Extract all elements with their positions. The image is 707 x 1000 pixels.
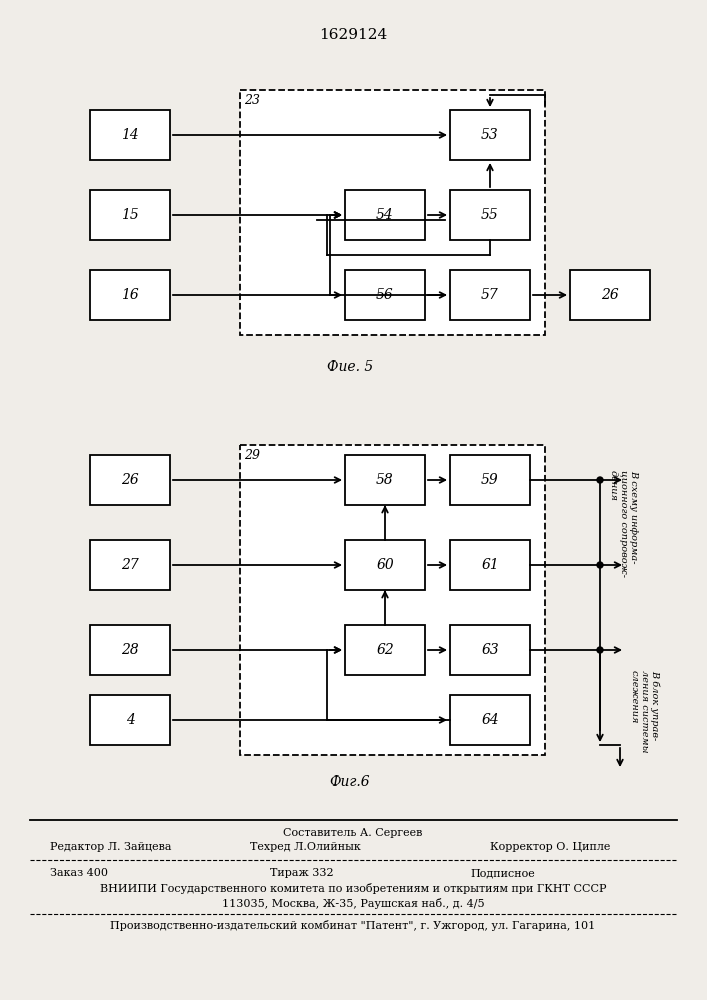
Bar xyxy=(450,625,530,675)
Bar xyxy=(90,190,170,240)
Text: Корректор О. Ципле: Корректор О. Ципле xyxy=(490,842,610,852)
Text: 58: 58 xyxy=(376,473,394,487)
Bar xyxy=(90,540,170,590)
Bar xyxy=(570,270,650,320)
Text: 63: 63 xyxy=(481,643,499,657)
Bar xyxy=(240,90,545,335)
Bar xyxy=(450,190,530,240)
Text: 23: 23 xyxy=(244,94,260,107)
Text: 28: 28 xyxy=(121,643,139,657)
Bar xyxy=(90,110,170,160)
Text: Техред Л.Олийнык: Техред Л.Олийнык xyxy=(250,842,361,852)
Bar xyxy=(450,110,530,160)
Text: 16: 16 xyxy=(121,288,139,302)
Text: 4: 4 xyxy=(126,713,134,727)
Bar xyxy=(90,455,170,505)
Bar xyxy=(345,625,425,675)
Text: 56: 56 xyxy=(376,288,394,302)
Text: 14: 14 xyxy=(121,128,139,142)
Bar xyxy=(345,455,425,505)
Text: Производственно-издательский комбинат "Патент", г. Ужгород, ул. Гагарина, 101: Производственно-издательский комбинат "П… xyxy=(110,920,595,931)
Text: 64: 64 xyxy=(481,713,499,727)
Text: 57: 57 xyxy=(481,288,499,302)
Bar xyxy=(345,270,425,320)
Circle shape xyxy=(597,647,603,653)
Text: В схему информа-
ционного сопровож-
дения: В схему информа- ционного сопровож- дени… xyxy=(608,470,638,577)
Text: 53: 53 xyxy=(481,128,499,142)
Bar xyxy=(450,455,530,505)
Text: 55: 55 xyxy=(481,208,499,222)
Text: Фие. 5: Фие. 5 xyxy=(327,360,373,374)
Text: 15: 15 xyxy=(121,208,139,222)
Text: 1629124: 1629124 xyxy=(319,28,387,42)
Text: ВНИИПИ Государственного комитета по изобретениям и открытиям при ГКНТ СССР: ВНИИПИ Государственного комитета по изоб… xyxy=(100,883,606,894)
Text: 60: 60 xyxy=(376,558,394,572)
Bar xyxy=(90,695,170,745)
Text: 26: 26 xyxy=(601,288,619,302)
Bar xyxy=(450,540,530,590)
Text: Редактор Л. Зайцева: Редактор Л. Зайцева xyxy=(50,842,172,852)
Text: Заказ 400: Заказ 400 xyxy=(50,868,108,878)
Bar xyxy=(450,270,530,320)
Circle shape xyxy=(597,562,603,568)
Bar xyxy=(345,540,425,590)
Bar xyxy=(240,445,545,755)
Text: 27: 27 xyxy=(121,558,139,572)
Text: 113035, Москва, Ж-35, Раушская наб., д. 4/5: 113035, Москва, Ж-35, Раушская наб., д. … xyxy=(222,898,484,909)
Text: Подписное: Подписное xyxy=(470,868,534,878)
Text: 59: 59 xyxy=(481,473,499,487)
Text: Фиг.6: Фиг.6 xyxy=(329,775,370,789)
Bar xyxy=(90,625,170,675)
Bar xyxy=(90,270,170,320)
Text: 29: 29 xyxy=(244,449,260,462)
Text: Составитель А. Сергеев: Составитель А. Сергеев xyxy=(284,828,423,838)
Bar xyxy=(450,695,530,745)
Circle shape xyxy=(597,477,603,483)
Text: 61: 61 xyxy=(481,558,499,572)
Text: 54: 54 xyxy=(376,208,394,222)
Bar xyxy=(345,190,425,240)
Text: Тираж 332: Тираж 332 xyxy=(270,868,334,878)
Text: 62: 62 xyxy=(376,643,394,657)
Text: 26: 26 xyxy=(121,473,139,487)
Text: В блок управ-
ления системы
слежения: В блок управ- ления системы слежения xyxy=(630,670,660,753)
